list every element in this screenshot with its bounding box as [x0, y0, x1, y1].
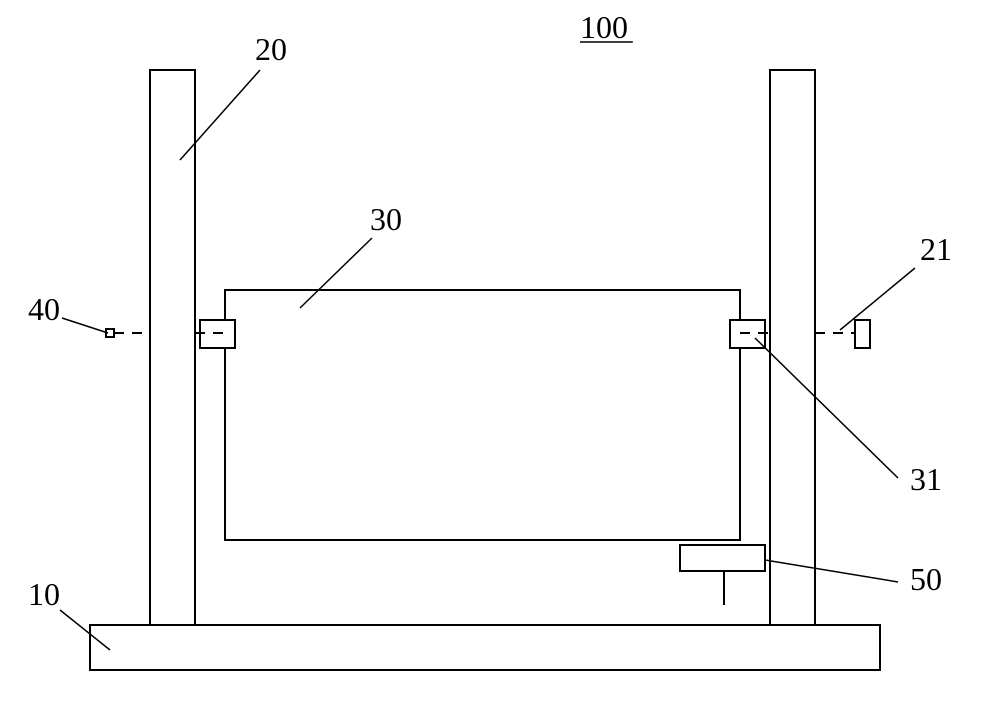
leader-l21 [840, 268, 915, 330]
label-100: 100 [580, 9, 628, 45]
label-figure: 100 [580, 0, 604, 4]
label-30: 30 [370, 201, 402, 237]
label-21: 21 [920, 231, 952, 267]
block-50 [680, 545, 765, 571]
post-right [770, 70, 815, 625]
label-50: 50 [910, 561, 942, 597]
solid-shapes [90, 70, 880, 670]
base-plate [90, 625, 880, 670]
cap-21 [855, 320, 870, 348]
label-10: 10 [28, 576, 60, 612]
label-20: 20 [255, 31, 287, 67]
label-31: 31 [910, 461, 942, 497]
leader-l40 [62, 318, 108, 333]
post-left [150, 70, 195, 625]
label-40: 40 [28, 291, 60, 327]
display-panel [225, 290, 740, 540]
technical-diagram: 100 100 10 20 21 30 31 40 50 [0, 0, 1000, 713]
